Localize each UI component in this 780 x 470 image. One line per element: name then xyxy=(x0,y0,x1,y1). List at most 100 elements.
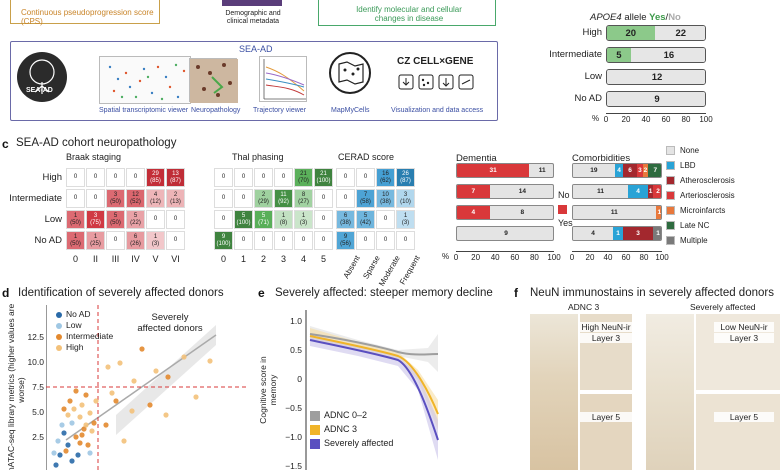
dementia-bar: 7 14 xyxy=(456,184,554,199)
thal-cell-count: 21 xyxy=(300,170,307,177)
comorb-bar: 19 4 6 3 2 7 xyxy=(572,163,662,178)
thal-cell-pct: (3) xyxy=(299,219,308,226)
tool-caption-trajectory: Trajectory viewer xyxy=(253,107,307,114)
cerad-cell-count: 5 xyxy=(363,212,368,219)
dementia-yes-segment: 31 xyxy=(457,164,530,177)
braak-title: Braak staging xyxy=(66,152,122,162)
e-legend-swatch xyxy=(310,411,320,421)
braak-cell-count: 13 xyxy=(172,170,179,177)
dementia-yes-segment: 7 xyxy=(457,185,490,198)
thal-cell-count: 0 xyxy=(281,174,286,180)
spatial-viewer-thumb[interactable] xyxy=(99,56,191,104)
metadata-thumb xyxy=(222,0,282,6)
thal-cell: 21 (100) xyxy=(314,168,333,187)
d-scatter-point xyxy=(75,452,81,458)
braak-cell: 29 (85) xyxy=(146,168,165,187)
dementia-yes-swatch xyxy=(558,205,567,214)
comorb-segment-micro: 2 xyxy=(643,164,648,177)
cerad-cell-count: 6 xyxy=(343,212,348,219)
apoe-row-label: Intermediate xyxy=(549,49,602,60)
braak-cell: 0 xyxy=(86,168,105,187)
panel-f-title: NeuN immunostains in severely affected d… xyxy=(530,287,774,299)
d-ytick-label: 5.0 xyxy=(32,407,44,417)
neuropath-row-label: High xyxy=(42,172,62,183)
thal-cell-count: 0 xyxy=(261,237,266,243)
trajectory-viewer-thumb[interactable] xyxy=(259,56,307,102)
thal-cell: 0 xyxy=(234,231,253,250)
braak-col-label: II xyxy=(92,254,98,264)
d-scatter-point xyxy=(105,364,111,370)
braak-cell: 12 (52) xyxy=(126,189,145,208)
panel-c-title: SEA-AD cohort neuropathology xyxy=(16,137,177,149)
cerad-cell-pct: (56) xyxy=(340,240,351,247)
thal-cell-count: 1 xyxy=(281,212,286,219)
cerad-cell-count: 9 xyxy=(343,233,348,240)
tree-icon xyxy=(29,59,55,94)
braak-cell: 6 (26) xyxy=(126,231,145,250)
apoe-no-legend: No xyxy=(668,12,681,23)
comorb-legend-label: Atherosclerosis xyxy=(680,176,735,185)
braak-cell-pct: (12) xyxy=(150,198,161,205)
thal-title: Thal phasing xyxy=(232,152,284,162)
d-scatter-point xyxy=(93,398,99,404)
cerad-cell: 7 (58) xyxy=(356,189,375,208)
braak-cell-pct: (13) xyxy=(170,198,181,205)
panel-c-letter: c xyxy=(2,137,9,151)
thal-cell: 0 xyxy=(314,189,333,208)
d-ytick-label: 7.5 xyxy=(32,382,44,392)
braak-cell-pct: (52) xyxy=(130,198,141,205)
cerad-cell-pct: (10) xyxy=(400,198,411,205)
braak-cell: 3 (75) xyxy=(86,210,105,229)
comorb-legend-swatch xyxy=(666,176,675,185)
braak-cell-pct: (50) xyxy=(110,219,121,226)
apoe-bar-track: 9 xyxy=(606,91,706,107)
e-legend-label: ADNC 3 xyxy=(324,424,358,434)
d-legend-label: Intermediate xyxy=(66,331,114,341)
dementia-tick-label: 20 xyxy=(471,253,481,262)
thal-cell: 5 (71) xyxy=(254,210,273,229)
braak-cell-pct: (75) xyxy=(90,219,101,226)
neun-layer3-left: Layer 3 xyxy=(580,333,632,343)
e-ribbon-severe xyxy=(310,334,438,460)
d-scatter-point xyxy=(71,406,77,412)
thal-cell: 0 xyxy=(314,210,333,229)
thal-cell: 0 xyxy=(214,168,233,187)
e-line-adnc3 xyxy=(309,335,439,415)
braak-cell-pct: (85) xyxy=(150,177,161,184)
data-access-icons[interactable] xyxy=(397,74,487,90)
dementia-tick-label: 80 xyxy=(529,253,539,262)
d-scatter-point xyxy=(131,378,137,384)
neun-adnc3-layer5-image xyxy=(580,394,632,470)
d-scatter-point xyxy=(69,420,75,426)
comorb-segment-lbd: 4 xyxy=(628,185,648,198)
comorb-segment-arterio: 3 xyxy=(636,164,644,177)
d-scatter-point xyxy=(139,346,145,352)
cerad-cell-count: 10 xyxy=(382,191,389,198)
braak-cell-pct: (25) xyxy=(90,240,101,247)
thal-cell-count: 21 xyxy=(320,170,327,177)
e-ytick-label: 1.0 xyxy=(290,316,302,326)
braak-cell-count: 0 xyxy=(153,216,158,222)
d-legend-dot xyxy=(56,334,62,340)
apoe-bar-track: 20 22 xyxy=(606,25,706,41)
thal-cell-count: 0 xyxy=(241,195,246,201)
braak-cell-count: 5 xyxy=(133,212,138,219)
dementia-bar: 9 xyxy=(456,226,554,241)
braak-cell: 0 xyxy=(86,189,105,208)
thal-cell-pct: (100) xyxy=(236,219,251,226)
cps-box: Continuous pseudoprogression score (CPS) xyxy=(10,0,160,26)
braak-cell-count: 0 xyxy=(93,174,98,180)
thal-cell-pct: (8) xyxy=(279,219,288,226)
d-scatter-point xyxy=(87,450,93,456)
thal-cell-pct: (92) xyxy=(278,198,289,205)
d-scatter-point xyxy=(77,440,83,446)
braak-cell-count: 0 xyxy=(113,174,118,180)
comorb-legend-label: Late NC xyxy=(680,221,710,230)
dementia-no-segment: 14 xyxy=(518,188,526,195)
mapmycells-icon[interactable] xyxy=(329,52,371,94)
d-legend-dot xyxy=(56,312,62,318)
cz-cellxgene-logo[interactable]: CZ CELL×GENE xyxy=(397,56,474,67)
thal-cell: 0 xyxy=(234,168,253,187)
neuropathology-thumb[interactable] xyxy=(189,58,238,103)
d-scatter-point xyxy=(193,394,199,400)
